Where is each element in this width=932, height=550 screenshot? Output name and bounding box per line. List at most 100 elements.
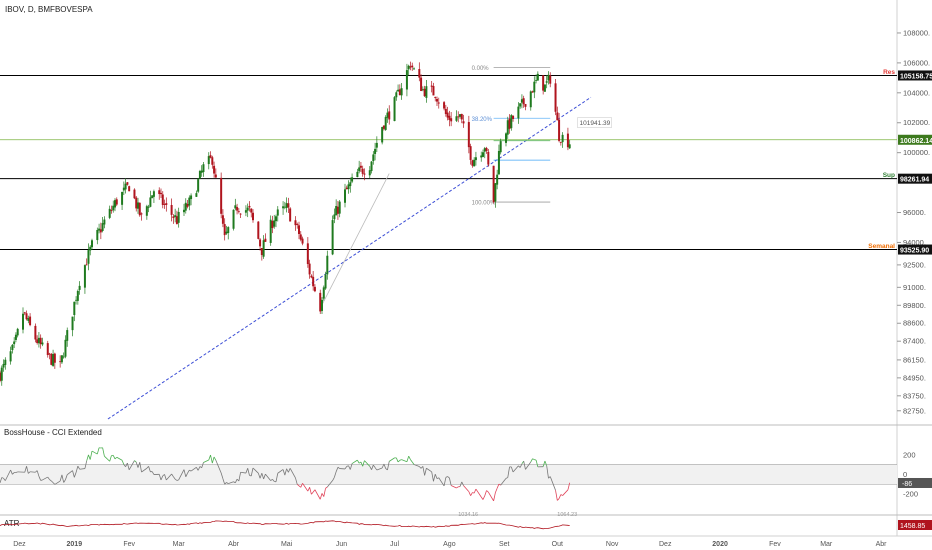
- candle-body: [333, 214, 336, 220]
- candle-body: [140, 213, 143, 215]
- cci-segment: [413, 464, 420, 467]
- cci-segment: [224, 482, 227, 485]
- candle-body: [46, 343, 49, 355]
- candle-body: [165, 203, 168, 205]
- cci-segment: [470, 492, 473, 496]
- cci-segment: [357, 459, 360, 464]
- cci-segment: [286, 468, 289, 473]
- cci-segment: [1, 477, 4, 479]
- candle-body: [536, 73, 539, 81]
- candle-body: [434, 96, 437, 98]
- cci-segment: [326, 480, 333, 488]
- cci-segment: [211, 456, 215, 464]
- candle-body: [27, 318, 30, 321]
- candle-body: [549, 75, 552, 84]
- cci-segment: [530, 458, 533, 463]
- candle-body: [209, 155, 212, 158]
- candle-body: [50, 354, 53, 365]
- cci-segment: [215, 460, 222, 474]
- candle-body: [388, 111, 391, 120]
- cci-segment: [557, 498, 560, 501]
- cci-segment: [220, 472, 224, 479]
- candle-body: [269, 219, 272, 243]
- cci-segment: [88, 454, 91, 460]
- candle-body: [202, 164, 205, 173]
- candle-body: [275, 216, 277, 222]
- cci-y-tick-label: -200: [903, 490, 918, 499]
- cci-segment: [3, 478, 6, 481]
- cci-segment: [197, 466, 201, 471]
- candle-body: [110, 210, 113, 211]
- cci-segment: [54, 480, 61, 485]
- cci-segment: [24, 466, 27, 473]
- candle-body: [425, 86, 428, 98]
- candle-body: [418, 69, 421, 78]
- candle-body: [124, 183, 127, 190]
- candle-body: [283, 206, 286, 208]
- cci-segment: [348, 465, 351, 470]
- candle-body: [487, 151, 490, 165]
- time-axis[interactable]: Dez 2019 Fev Mar Abr Mai Jun Jul Ago Set Out Nov Dez…: [13, 541, 887, 548]
- candle-body: [554, 83, 557, 112]
- cci-segment: [419, 466, 422, 469]
- candle-body: [276, 209, 279, 216]
- cci-segment: [109, 455, 112, 462]
- time-tick-label: Mar: [820, 541, 833, 548]
- cci-segment: [270, 479, 273, 481]
- candle-body: [512, 115, 515, 119]
- cci-segment: [73, 472, 77, 478]
- level-price-label: 105158.75: [900, 73, 932, 80]
- candle-body: [259, 239, 262, 247]
- cci-segment: [51, 480, 54, 483]
- candle-body: [301, 238, 304, 244]
- cci-segment: [288, 468, 291, 473]
- candle-body: [250, 208, 253, 213]
- level-price-label: 93525.90: [900, 248, 929, 255]
- candle-body: [499, 141, 502, 153]
- cci-segment: [284, 468, 288, 476]
- candle-body: [405, 70, 408, 90]
- candle-body: [522, 98, 525, 105]
- y-tick-label: 100000.: [903, 148, 930, 157]
- main-y-ticks: 108000. 106000. 104000. 102000. 100000. 96000…: [897, 28, 930, 415]
- cci-segment: [210, 454, 213, 464]
- candle-body: [374, 148, 377, 154]
- candle-body: [252, 212, 254, 221]
- cci-segment: [104, 455, 110, 462]
- y-tick-label: 86150.: [903, 355, 926, 364]
- candle-body: [519, 103, 522, 107]
- candle-body: [29, 316, 32, 326]
- price-scale[interactable]: [897, 0, 932, 536]
- cci-segment: [307, 487, 310, 492]
- trend-target-box: [577, 117, 612, 128]
- cci-segment: [473, 488, 477, 494]
- cci-segment: [374, 467, 378, 471]
- candle-body: [558, 119, 561, 141]
- candle-body: [147, 206, 150, 208]
- y-tick-label: 88600.: [903, 319, 926, 328]
- cci-segment: [300, 483, 303, 488]
- cci-segment: [383, 463, 387, 469]
- candle-body: [160, 192, 162, 195]
- cci-segment: [558, 494, 562, 499]
- candle-body: [244, 210, 247, 213]
- cci-segment: [314, 489, 321, 500]
- candle-body: [368, 170, 371, 176]
- time-tick-label: Fev: [769, 541, 781, 548]
- cci-segment: [312, 489, 316, 493]
- candle-body: [370, 161, 373, 172]
- cci-segment: [360, 461, 364, 467]
- cci-segment: [49, 479, 52, 482]
- candle-body: [172, 216, 175, 218]
- cci-segment: [544, 460, 548, 466]
- cci-last-value-label: -86: [902, 481, 912, 488]
- cci-segment: [325, 486, 328, 489]
- candle-body: [271, 220, 274, 228]
- time-tick-label: Set: [499, 541, 510, 548]
- candle-body: [358, 167, 361, 172]
- time-tick-label: Nov: [606, 541, 619, 548]
- cci-segment: [309, 487, 312, 495]
- time-tick-label: Jun: [336, 541, 347, 548]
- cci-segment: [91, 450, 98, 455]
